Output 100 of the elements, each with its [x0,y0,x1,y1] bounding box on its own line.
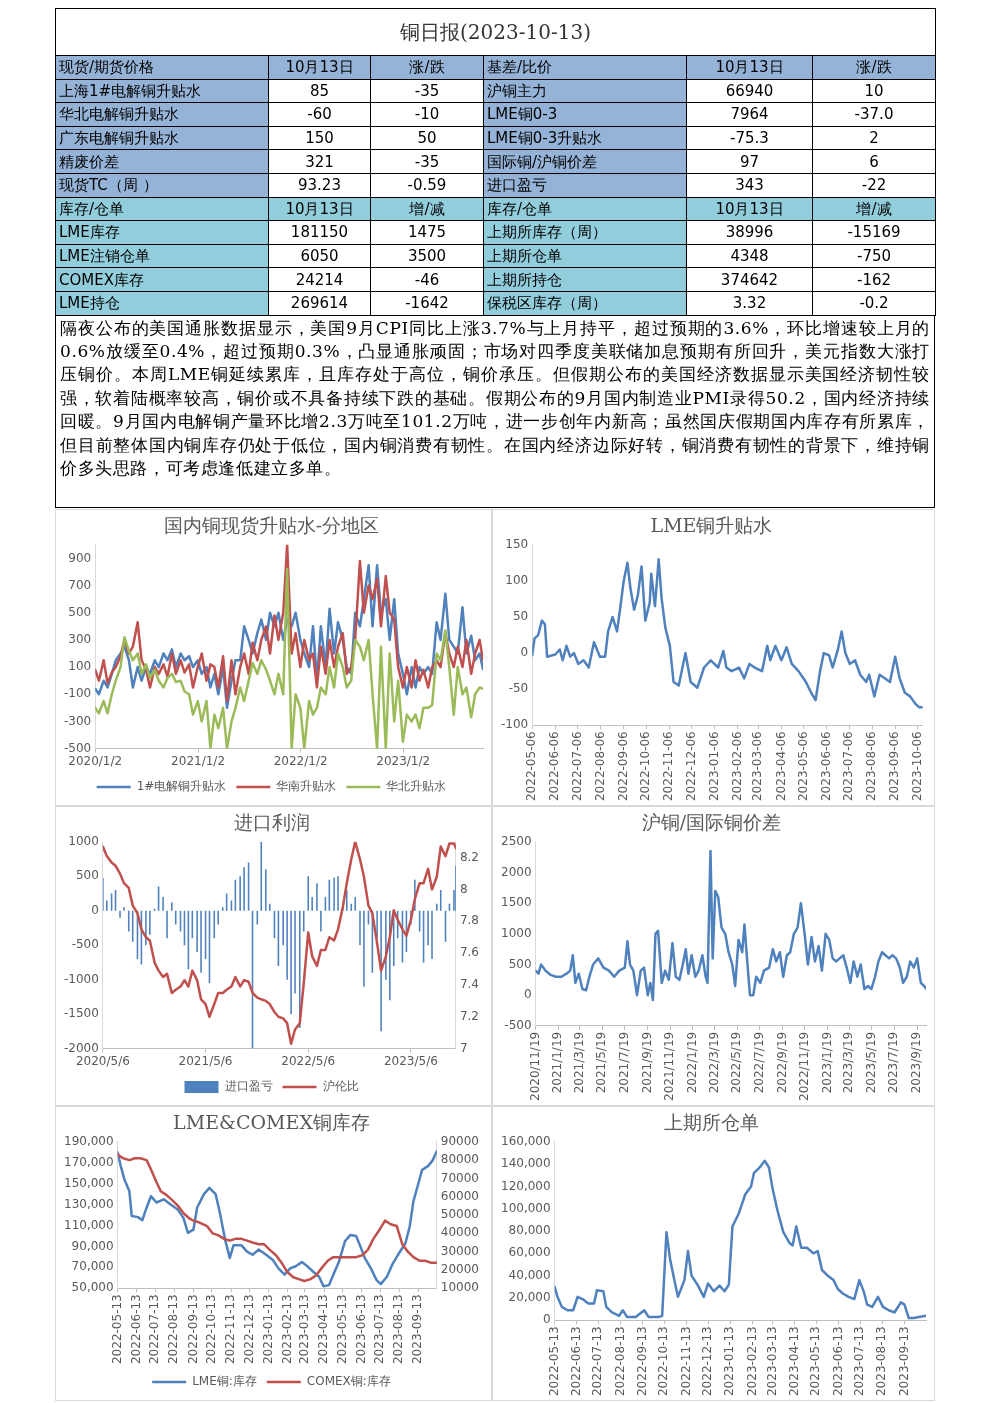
text: 1475 [370,220,484,245]
text: 上期所库存（周） [483,220,687,245]
x-tick-label: 2023-04-13 [316,1293,331,1364]
x-tick-label: 2022/5/6 [281,1053,336,1068]
y-tick-label: 170,000 [64,1154,114,1169]
text: COMEX库存 [55,267,269,292]
y-tick-label: 0 [542,1311,551,1326]
x-tick-label: 2020/1/2 [68,753,123,768]
y-tick-label: 150,000 [64,1175,114,1190]
legend-label: 1#电解铜升贴水 [136,778,227,793]
y-tick-label: 120,000 [501,1178,551,1193]
x-tick-label: 2023-02-13 [279,1293,294,1364]
y-tick-label: 100,000 [501,1200,551,1215]
text: 3.32 [686,291,813,316]
x-tick-label: 2022-07-13 [147,1293,162,1364]
y-tick-label: 0 [520,644,529,659]
chart-title: 进口利润 [233,810,310,833]
x-tick-label: 2023-08-06 [864,730,879,801]
text: -750 [812,244,936,268]
text: 精废价差 [55,149,269,174]
legend-label: 华南升贴水 [276,778,337,793]
x-tick-label: 2023/1/19 [819,1031,834,1093]
text: 10 [812,79,936,103]
text: LME铜0-3升贴水 [483,126,687,150]
y-tick-label: 190,000 [64,1133,114,1148]
y-tick-label: -2000 [63,1040,99,1055]
y-tick-label: 0 [91,902,99,917]
y-tick-label: 40,000 [508,1267,551,1282]
text: 3500 [370,244,484,268]
text: 涨/跌 [370,55,484,80]
text: -1642 [370,291,484,316]
text: 374642 [686,267,813,292]
text: 150 [268,126,371,150]
x-tick-label: 2021/11/19 [662,1031,677,1101]
y-tick-label: 100 [68,658,92,673]
legend-label: 华北升贴水 [386,778,447,793]
y-tick-label: 1000 [68,833,99,848]
x-tick-label: 2021/1/2 [171,753,226,768]
y-tick-label: 150 [505,536,529,551]
text: 10月13日 [268,55,371,80]
x-tick-label: 2022-08-13 [612,1325,627,1396]
x-tick-label: 2023-10-06 [909,730,924,801]
text: -162 [812,267,936,292]
y2-tick-label: 7.4 [459,976,480,991]
x-tick-label: 2023-03-06 [750,730,765,801]
text: 93.23 [268,173,371,198]
text: 上期所仓单 [483,244,687,268]
text: 国际铜/沪铜价差 [483,149,687,174]
text: 涨/跌 [812,55,936,80]
y2-tick-label: 20000 [440,1261,480,1276]
x-tick-label: 2023-07-13 [372,1293,387,1364]
text: 10月13日 [686,197,813,221]
x-tick-label: 2023/7/19 [886,1031,901,1093]
y-tick-label: 500 [75,867,99,882]
x-tick-label: 2022/5/19 [729,1031,744,1093]
y2-tick-label: 50000 [440,1206,480,1221]
x-tick-label: 2020/11/19 [527,1031,542,1101]
y-tick-label: -300 [64,713,92,728]
x-tick-label: 2022-09-13 [634,1325,649,1396]
x-tick-label: 2022-08-06 [592,730,607,801]
x-tick-label: 2022-05-13 [546,1325,561,1396]
y-tick-label: -100 [501,716,529,731]
x-tick-label: 2022-07-13 [590,1325,605,1396]
text: 50 [370,126,484,150]
y2-tick-label: 10000 [440,1279,480,1294]
x-tick-label: 2022-10-06 [638,730,653,801]
y-tick-label: 500 [68,604,92,619]
y2-tick-label: 40000 [440,1224,480,1239]
text: 10月13日 [686,55,813,80]
x-tick-label: 2021/9/19 [639,1031,654,1093]
x-tick-label: 2020/5/6 [75,1053,130,1068]
x-tick-label: 2022-05-13 [109,1293,124,1364]
y2-tick-label: 60000 [440,1188,480,1203]
text: -46 [370,267,484,292]
text: LME库存 [55,220,269,245]
text: 2 [812,126,936,150]
x-tick-label: 2022/1/19 [684,1031,699,1093]
text: 保税区库存（周） [483,291,687,316]
x-tick-label: 2022-11-13 [223,1293,238,1364]
text: 铜日报(2023-10-13) [55,8,936,56]
text: 基差/比价 [483,55,687,80]
text: 24214 [268,267,371,292]
text: 上期所持仓 [483,267,687,292]
text: 321 [268,149,371,174]
chart-title: 国内铜现货升贴水-分地区 [163,513,380,536]
y-tick-label: 2500 [500,833,532,848]
y-tick-label: -50 [508,680,529,695]
x-tick-label: 2023/1/2 [376,753,431,768]
x-tick-label: 2023-04-06 [773,730,788,801]
x-tick-label: 2023-07-13 [852,1325,867,1396]
x-tick-label: 2023-06-13 [353,1293,368,1364]
text: 66940 [686,79,813,103]
y-tick-label: 2000 [500,864,532,879]
text: -60 [268,102,371,127]
y-tick-label: 0 [523,986,532,1001]
x-tick-label: 2022-06-13 [128,1293,143,1364]
text: 10月13日 [268,197,371,221]
chart-title: 上期所仓单 [664,1110,759,1133]
y-tick-label: 50,000 [71,1279,114,1294]
text: 6 [812,149,936,174]
